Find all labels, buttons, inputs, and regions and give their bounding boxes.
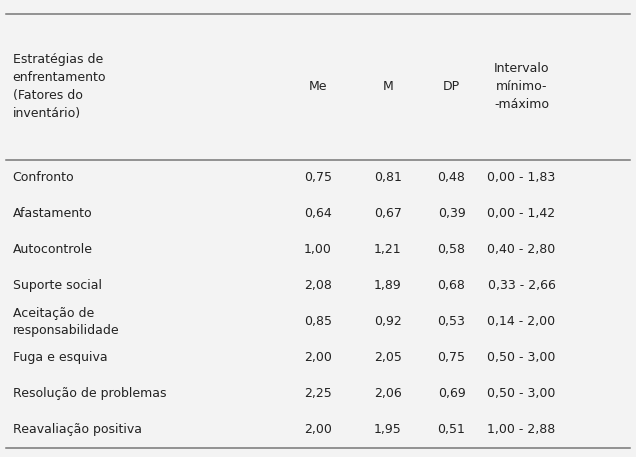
Text: 0,00 - 1,42: 0,00 - 1,42 [487,207,556,220]
Text: 2,25: 2,25 [304,388,332,400]
Text: 1,89: 1,89 [374,279,402,292]
Text: Reavaliação positiva: Reavaliação positiva [13,423,142,436]
Text: 1,95: 1,95 [374,423,402,436]
Text: Resolução de problemas: Resolução de problemas [13,388,166,400]
Text: 0,53: 0,53 [438,315,466,329]
Text: 0,51: 0,51 [438,423,466,436]
Text: Confronto: Confronto [13,171,74,185]
Text: 0,00 - 1,83: 0,00 - 1,83 [487,171,556,185]
Text: 2,00: 2,00 [304,423,332,436]
Text: 1,00: 1,00 [304,244,332,256]
Text: 0,67: 0,67 [374,207,402,220]
Text: Me: Me [308,80,328,93]
Text: 0,14 - 2,00: 0,14 - 2,00 [487,315,556,329]
Text: Estratégias de
enfrentamento
(Fatores do
inventário): Estratégias de enfrentamento (Fatores do… [13,53,106,120]
Text: 0,48: 0,48 [438,171,466,185]
Text: 0,75: 0,75 [304,171,332,185]
Text: 0,81: 0,81 [374,171,402,185]
Text: 1,21: 1,21 [374,244,402,256]
Text: 1,00 - 2,88: 1,00 - 2,88 [487,423,556,436]
Text: 0,40 - 2,80: 0,40 - 2,80 [487,244,556,256]
Text: 0,68: 0,68 [438,279,466,292]
Text: Intervalo
mínimo-
-máximo: Intervalo mínimo- -máximo [494,62,550,112]
Text: 0,64: 0,64 [304,207,332,220]
Text: 0,92: 0,92 [374,315,402,329]
Text: 2,00: 2,00 [304,351,332,364]
Text: 0,69: 0,69 [438,388,466,400]
Text: Aceitação de
responsabilidade: Aceitação de responsabilidade [13,307,120,337]
Text: 2,08: 2,08 [304,279,332,292]
Text: 0,50 - 3,00: 0,50 - 3,00 [487,351,556,364]
Text: Autocontrole: Autocontrole [13,244,93,256]
Text: 0,75: 0,75 [438,351,466,364]
Text: 0,33 - 2,66: 0,33 - 2,66 [488,279,555,292]
Text: M: M [383,80,393,93]
Text: 0,58: 0,58 [438,244,466,256]
Text: DP: DP [443,80,460,93]
Text: Fuga e esquiva: Fuga e esquiva [13,351,107,364]
Text: Suporte social: Suporte social [13,279,102,292]
Text: 2,05: 2,05 [374,351,402,364]
Text: 0,85: 0,85 [304,315,332,329]
Text: 0,39: 0,39 [438,207,466,220]
Text: 0,50 - 3,00: 0,50 - 3,00 [487,388,556,400]
Text: Afastamento: Afastamento [13,207,92,220]
Text: 2,06: 2,06 [374,388,402,400]
